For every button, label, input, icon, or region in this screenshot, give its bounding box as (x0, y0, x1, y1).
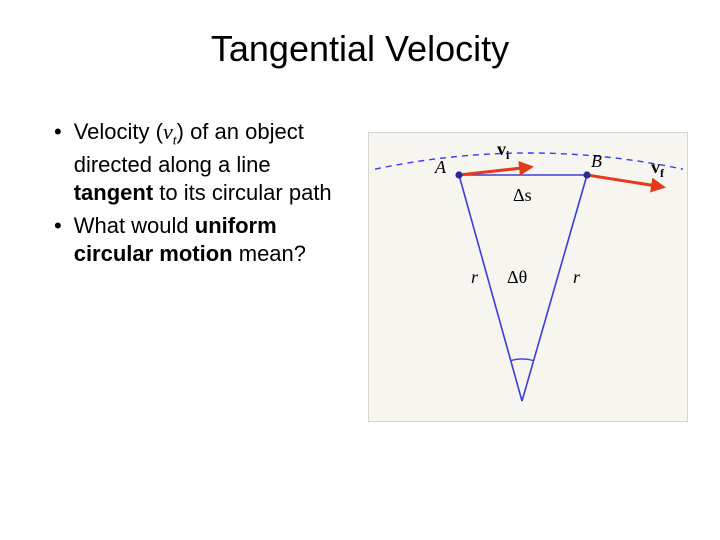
bullet-mark: • (54, 118, 62, 147)
bullet-item-2: • What would uniform circular motion mea… (54, 212, 344, 269)
tangential-velocity-diagram: A Bvi vf Δs Δθ r r (368, 132, 688, 422)
bullet-mark: • (54, 212, 62, 241)
svg-text:vf: vf (651, 157, 665, 180)
bullet-list: • Velocity (vt) of an object directed al… (54, 118, 344, 273)
svg-text:r: r (573, 267, 581, 287)
bullet-text-2: What would uniform circular motion mean? (74, 212, 344, 269)
svg-text:vi: vi (497, 139, 510, 162)
page-title: Tangential Velocity (0, 28, 720, 70)
svg-text:Δs: Δs (513, 185, 532, 205)
bullet-text-1: Velocity (vt) of an object directed alon… (74, 118, 344, 208)
svg-text:B: B (591, 151, 602, 171)
svg-text:Δθ: Δθ (507, 267, 527, 287)
svg-text:r: r (471, 267, 479, 287)
svg-text:A: A (434, 157, 447, 177)
bullet-item-1: • Velocity (vt) of an object directed al… (54, 118, 344, 208)
